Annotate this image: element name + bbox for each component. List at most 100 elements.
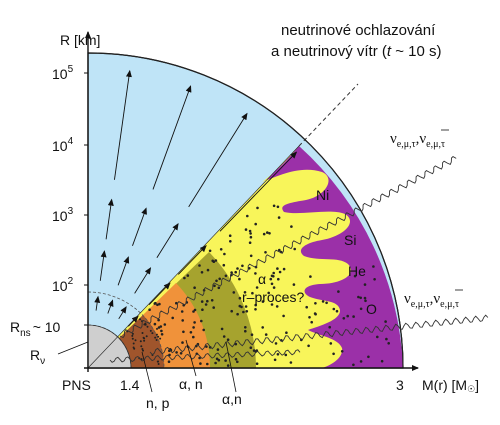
- particle-dot: [179, 352, 183, 355]
- particle-dot: [215, 279, 218, 283]
- particle-dot: [153, 322, 157, 326]
- particle-dot: [305, 305, 309, 309]
- particle-dot: [285, 331, 288, 335]
- particle-dot: [156, 303, 159, 307]
- particle-dot: [284, 353, 288, 357]
- particle-dot: [158, 302, 161, 306]
- particle-dot: [146, 325, 149, 328]
- particle-dot: [132, 346, 135, 349]
- y-tick-1e4: 104: [52, 136, 74, 154]
- particle-dot: [131, 337, 134, 340]
- particle-dot: [132, 342, 135, 345]
- particle-dot: [363, 296, 367, 300]
- particle-dot: [238, 304, 242, 308]
- particle-dot: [156, 360, 159, 363]
- particle-dot: [270, 282, 274, 286]
- label-o: O: [366, 301, 377, 317]
- outflow-arrow: [134, 267, 152, 294]
- particle-dot: [204, 303, 208, 306]
- particle-dot: [208, 249, 212, 253]
- particle-dot: [249, 346, 253, 350]
- x-tick-pns: PNS: [62, 377, 91, 393]
- particle-dot: [250, 333, 254, 337]
- particle-dot: [372, 265, 375, 268]
- particle-dot: [340, 350, 344, 353]
- particle-dot: [335, 309, 339, 313]
- particle-dot: [325, 301, 328, 305]
- particle-dot: [310, 320, 314, 324]
- diagonal-extension-line: [298, 83, 359, 147]
- particle-dot: [180, 310, 184, 313]
- particle-dot: [143, 339, 146, 342]
- particle-dot: [278, 248, 281, 252]
- label-si: Si: [344, 232, 356, 248]
- particle-dot: [157, 363, 160, 365]
- particle-dot: [168, 353, 171, 357]
- particle-dot: [359, 360, 363, 363]
- particle-dot: [181, 319, 184, 322]
- particle-dot: [214, 259, 218, 262]
- particle-dot: [261, 300, 265, 303]
- outflow-arrow: [219, 151, 298, 232]
- outflow-arrow: [188, 112, 248, 208]
- particle-dot: [229, 240, 232, 243]
- particle-dot: [181, 341, 184, 344]
- particle-dot: [193, 286, 196, 290]
- particle-dot: [226, 364, 230, 367]
- particle-dot: [199, 362, 202, 365]
- outflow-arrow: [117, 256, 130, 286]
- particle-dot: [255, 349, 259, 352]
- particle-dot: [198, 264, 201, 267]
- x-tick-1-4: 1.4: [120, 377, 140, 393]
- particle-dot: [256, 206, 259, 210]
- particle-dot: [202, 328, 205, 332]
- particle-dot: [222, 335, 226, 338]
- particle-dot: [278, 270, 282, 274]
- particle-dot: [342, 317, 346, 320]
- y-tick-1e5: 105: [52, 64, 74, 82]
- particle-dot: [210, 299, 214, 302]
- particle-dot: [367, 355, 370, 359]
- outflow-arrow: [132, 207, 147, 246]
- particle-dot: [218, 277, 221, 281]
- particle-dot: [134, 339, 137, 342]
- particle-dot: [274, 342, 278, 345]
- particle-dot: [332, 307, 336, 311]
- particle-dot: [243, 291, 247, 294]
- outflow-arrow: [105, 198, 114, 240]
- particle-dot: [160, 329, 163, 333]
- label-he: He: [348, 263, 366, 279]
- particle-dot: [275, 305, 279, 308]
- particle-dot: [273, 358, 277, 362]
- particle-dot: [214, 361, 217, 365]
- particle-dot: [254, 272, 257, 275]
- label-ni: Ni: [316, 187, 329, 203]
- particle-dot: [270, 303, 274, 306]
- particle-dot: [242, 310, 245, 314]
- particle-dot: [219, 248, 223, 251]
- label-alpha: α: [258, 271, 266, 287]
- particle-dot: [192, 335, 195, 339]
- particle-dot: [359, 307, 363, 311]
- particle-dot: [238, 277, 241, 281]
- particle-dot: [329, 342, 333, 345]
- particle-dot: [159, 325, 163, 328]
- outflow-arrow: [152, 85, 192, 190]
- particle-dot: [328, 325, 332, 329]
- particle-dot: [254, 303, 257, 307]
- particle-dot: [262, 232, 266, 236]
- particle-dot: [332, 352, 335, 356]
- particle-dot: [376, 335, 379, 339]
- particle-dot: [363, 283, 367, 286]
- label-n-p: n, p: [146, 395, 170, 411]
- particle-dot: [248, 267, 251, 270]
- particle-dot: [148, 308, 151, 312]
- particle-dot: [272, 271, 276, 275]
- particle-dot: [236, 267, 239, 270]
- outflow-arrow: [113, 69, 132, 180]
- particle-dot: [255, 286, 259, 289]
- particle-dot: [163, 323, 167, 326]
- outflow-arrow: [94, 295, 101, 311]
- particle-dot: [139, 340, 142, 343]
- outflow-arrow: [148, 282, 171, 306]
